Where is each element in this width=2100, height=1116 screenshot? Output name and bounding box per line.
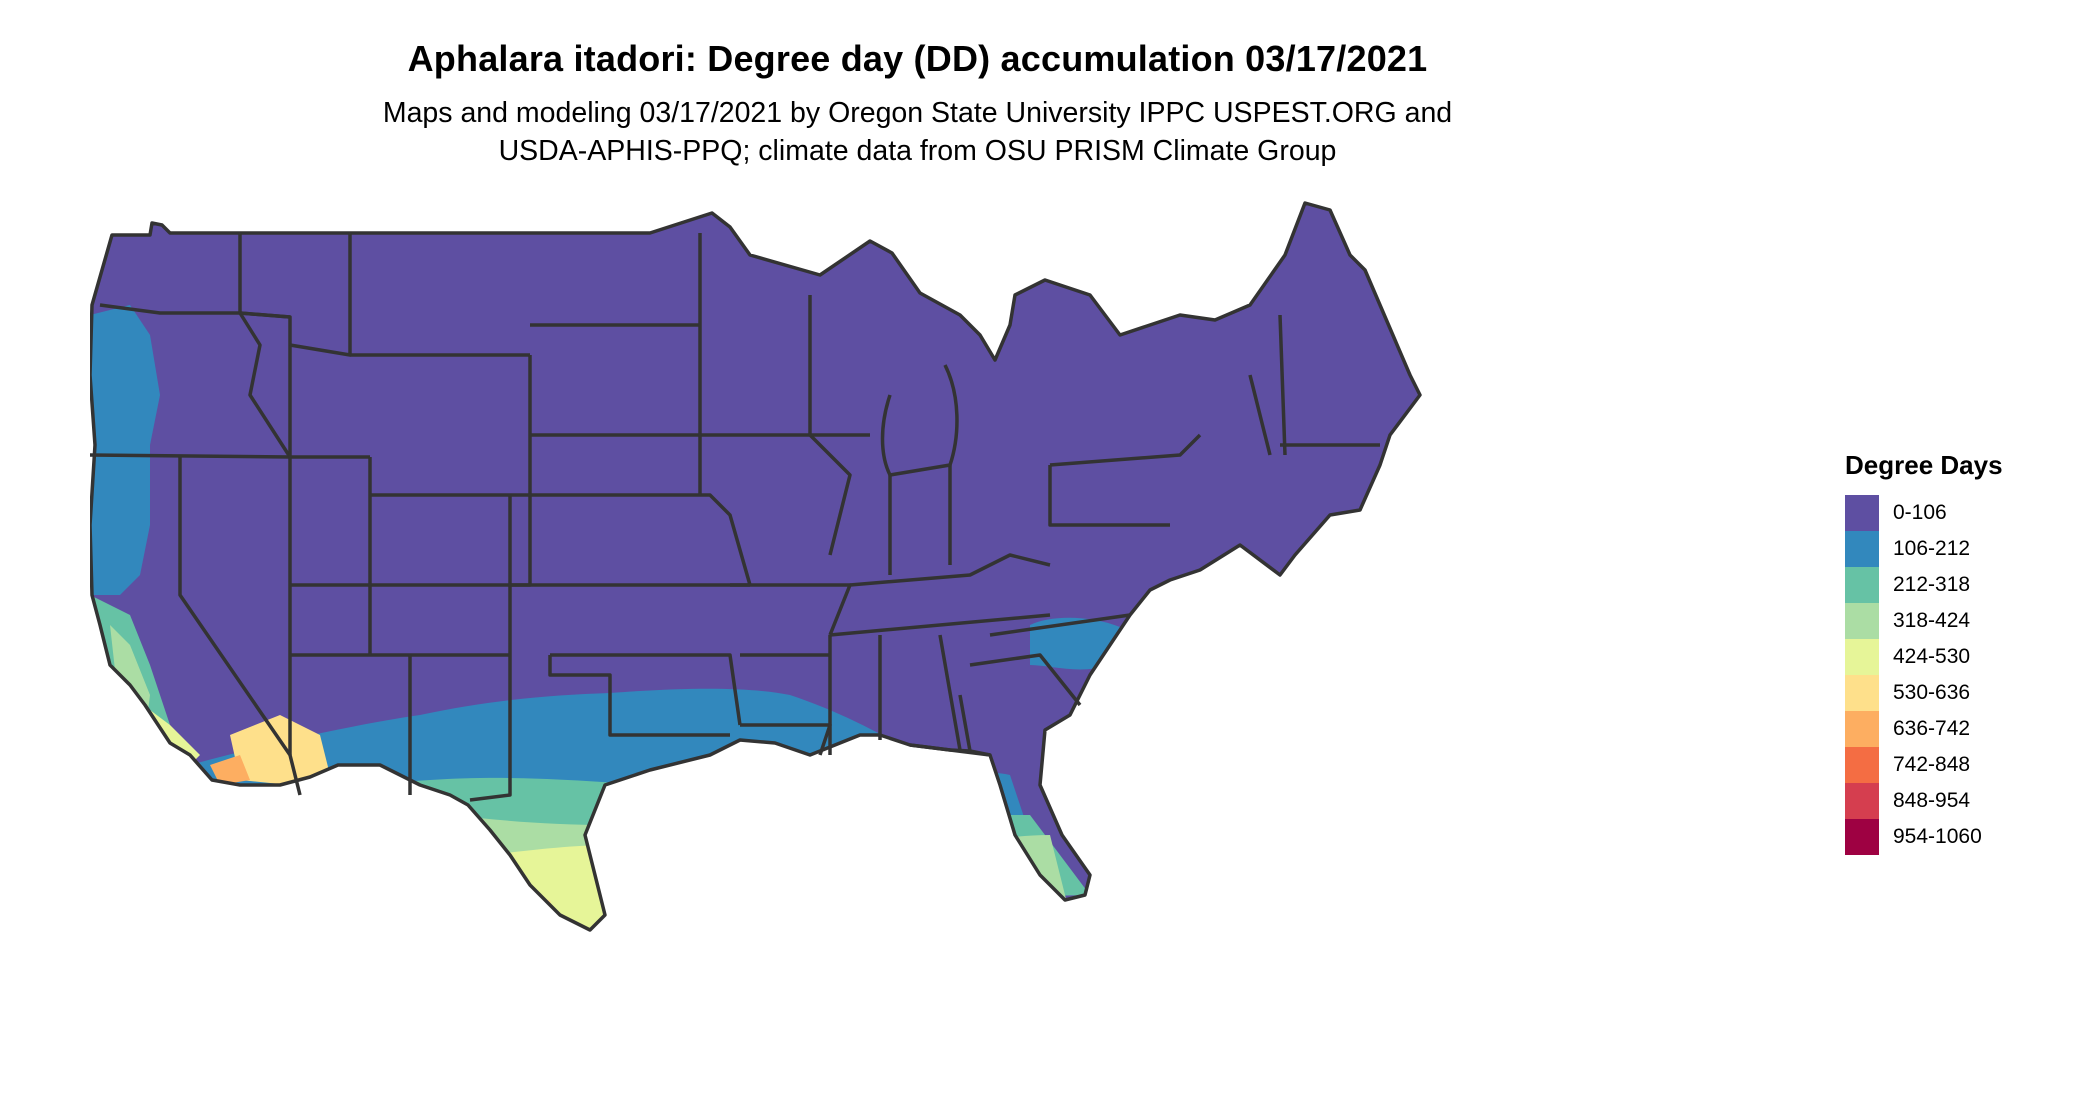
legend-label: 424-530 xyxy=(1893,645,1971,668)
legend-swatch xyxy=(1845,531,1879,567)
legend-label: 0-106 xyxy=(1893,501,1947,524)
legend-swatch xyxy=(1845,819,1879,855)
legend-label: 106-212 xyxy=(1893,537,1971,560)
map-subtitle: Maps and modeling 03/17/2021 by Oregon S… xyxy=(0,94,1835,170)
legend-swatch xyxy=(1845,675,1879,711)
legend-item: 424-530 xyxy=(1845,639,2075,675)
degree-day-map xyxy=(90,201,1422,932)
legend-label: 636-742 xyxy=(1893,717,1971,740)
legend: Degree Days 0-106 106-212 212-318 318-424 42… xyxy=(1845,450,2075,855)
legend-item: 318-424 xyxy=(1845,603,2075,639)
legend-item: 212-318 xyxy=(1845,567,2075,603)
legend-swatch xyxy=(1845,747,1879,783)
legend-title: Degree Days xyxy=(1845,450,2003,480)
map-title: Aphalara itadori: Degree day (DD) accumu… xyxy=(407,38,1428,79)
legend-swatch xyxy=(1845,495,1879,531)
subtitle-line-2: USDA-APHIS-PPQ; climate data from OSU PR… xyxy=(498,135,1337,167)
legend-swatch xyxy=(1845,639,1879,675)
legend-label: 954-1060 xyxy=(1893,825,1982,848)
legend-item: 742-848 xyxy=(1845,747,2075,783)
legend-item: 848-954 xyxy=(1845,783,2075,819)
legend-label: 848-954 xyxy=(1893,789,1971,812)
legend-item: 106-212 xyxy=(1845,531,2075,567)
legend-label: 212-318 xyxy=(1893,573,1971,596)
legend-swatch xyxy=(1845,567,1879,603)
legend-swatch xyxy=(1845,783,1879,819)
legend-label: 742-848 xyxy=(1893,753,1971,776)
legend-swatch xyxy=(1845,603,1879,639)
legend-swatch xyxy=(1845,711,1879,747)
subtitle-line-1: Maps and modeling 03/17/2021 by Oregon S… xyxy=(382,97,1453,129)
legend-item: 636-742 xyxy=(1845,711,2075,747)
legend-item: 0-106 xyxy=(1845,495,2075,531)
legend-items: 0-106 106-212 212-318 318-424 424-530 530-636… xyxy=(1845,495,2075,855)
legend-item: 954-1060 xyxy=(1845,819,2075,855)
legend-label: 318-424 xyxy=(1893,609,1971,632)
legend-item: 530-636 xyxy=(1845,675,2075,711)
legend-label: 530-636 xyxy=(1893,681,1971,704)
